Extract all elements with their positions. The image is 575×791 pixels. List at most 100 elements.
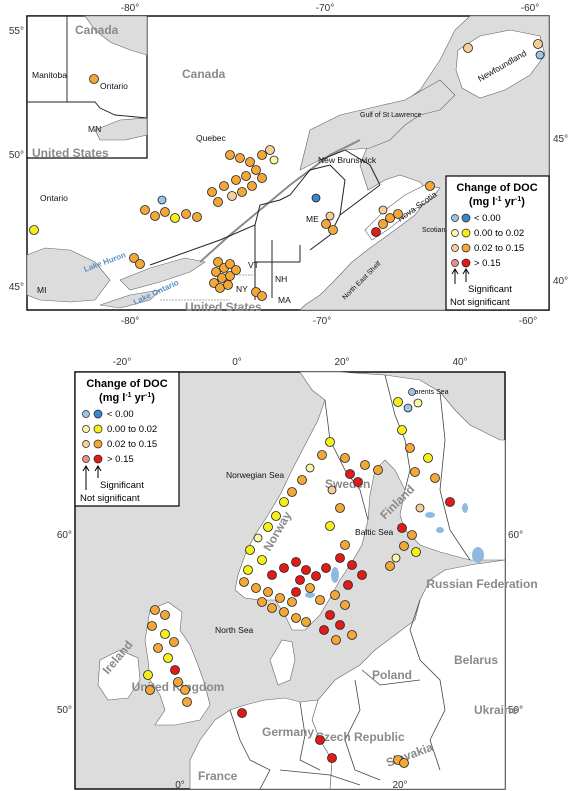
site-marker xyxy=(279,607,289,617)
site-marker xyxy=(305,463,315,473)
lake-erie xyxy=(99,289,161,309)
site-marker xyxy=(219,181,229,191)
legend-title: Change of DOC xyxy=(86,378,167,390)
site-marker xyxy=(347,560,357,570)
legend-not-significant: Not significant xyxy=(80,493,140,504)
country-label: Germany xyxy=(262,725,314,739)
legend-swatch xyxy=(451,214,459,222)
site-marker xyxy=(147,621,157,631)
eu-lon-ticks-top: -20° 0° 20° 40° xyxy=(113,357,468,368)
tick-label: 60° xyxy=(57,530,72,541)
site-marker xyxy=(241,171,251,181)
na-lat-ticks-left: 55° 50° 45° xyxy=(9,26,24,293)
site-marker xyxy=(327,485,337,495)
country-label: Belarus xyxy=(454,653,498,667)
site-marker xyxy=(263,587,273,597)
region-label: MA xyxy=(278,295,291,305)
site-marker xyxy=(279,497,289,507)
legend-unit-sup-b: -1 xyxy=(145,392,151,399)
country-label-us-inset: United States xyxy=(32,146,109,160)
eu-lon-ticks-bottom: 0° 20° xyxy=(175,780,407,791)
site-marker xyxy=(327,753,337,763)
site-marker xyxy=(315,735,325,745)
site-marker xyxy=(207,187,217,197)
site-marker xyxy=(160,207,170,217)
legend-subtitle: (mg l-1 yr-1) xyxy=(469,196,525,208)
site-marker xyxy=(385,561,395,571)
lake xyxy=(305,592,315,598)
legend-item: > 0.15 xyxy=(107,454,134,465)
site-marker xyxy=(378,219,388,229)
na-sites xyxy=(29,39,545,235)
eu-lakes xyxy=(305,503,484,598)
eu-sites-north xyxy=(317,388,455,513)
tick-label: 55° xyxy=(9,26,24,37)
site-marker xyxy=(295,575,305,585)
region-label: Ontario xyxy=(100,81,128,91)
legend-swatch xyxy=(93,439,103,449)
legend-unit-c: ) xyxy=(521,196,525,208)
site-marker xyxy=(182,697,192,707)
legend-swatch xyxy=(461,243,471,253)
site-marker xyxy=(397,523,407,533)
legend-swatch xyxy=(451,229,459,237)
tick-label: 0° xyxy=(232,357,242,368)
site-marker xyxy=(143,670,153,680)
site-marker xyxy=(371,227,381,237)
site-marker xyxy=(430,473,440,483)
tick-label: 60° xyxy=(508,530,523,541)
eu-sites-sweden-finland xyxy=(319,503,421,645)
sea-label: Barents Sea xyxy=(410,389,449,396)
eu-sites-norway xyxy=(239,463,331,627)
legend-item: < 0.00 xyxy=(474,213,501,224)
site-marker xyxy=(343,580,353,590)
site-marker xyxy=(157,195,167,205)
tick-label: -80° xyxy=(121,316,139,327)
site-marker xyxy=(245,545,255,555)
tick-label: -60° xyxy=(521,3,539,14)
site-marker xyxy=(347,630,357,640)
lake xyxy=(436,527,444,533)
site-marker xyxy=(393,209,403,219)
site-marker xyxy=(328,225,338,235)
site-marker xyxy=(243,565,253,575)
legend-arrow xyxy=(462,268,470,282)
site-marker xyxy=(535,50,545,60)
site-marker xyxy=(237,187,247,197)
site-marker xyxy=(325,610,335,620)
sea-label: Scotian Shelf xyxy=(422,227,463,234)
site-marker xyxy=(153,643,163,653)
site-marker xyxy=(89,74,99,84)
legend-unit-b: yr xyxy=(132,392,146,404)
site-marker xyxy=(257,173,267,183)
site-marker xyxy=(397,425,407,435)
lake xyxy=(425,512,435,518)
tick-label: -20° xyxy=(113,357,131,368)
site-marker xyxy=(271,511,281,521)
region-label: New Brunswick xyxy=(318,155,377,165)
eu-legend: Change of DOC (mg l-1 yr-1) < 0.00 0.00 … xyxy=(74,371,180,507)
site-marker xyxy=(180,685,190,695)
country-label: France xyxy=(198,769,238,783)
country-label-us: United States xyxy=(185,300,262,314)
site-marker xyxy=(425,181,435,191)
sea-label: Norwegian Sea xyxy=(226,470,284,480)
site-marker xyxy=(287,487,297,497)
site-marker xyxy=(231,265,241,275)
legend-item: 0.00 to 0.02 xyxy=(474,228,524,239)
site-marker xyxy=(533,39,543,49)
site-marker xyxy=(257,597,267,607)
site-marker xyxy=(463,43,473,53)
site-marker xyxy=(170,213,180,223)
na-sites-ny xyxy=(209,257,267,301)
site-marker xyxy=(340,600,350,610)
tick-label: 40° xyxy=(553,276,568,287)
eu-borders xyxy=(229,374,471,790)
site-marker xyxy=(253,533,263,543)
legend-swatch xyxy=(82,410,90,418)
region-label: NY xyxy=(236,284,248,294)
site-marker xyxy=(267,603,277,613)
site-marker xyxy=(239,577,249,587)
site-marker xyxy=(245,157,255,167)
site-marker xyxy=(321,219,331,229)
